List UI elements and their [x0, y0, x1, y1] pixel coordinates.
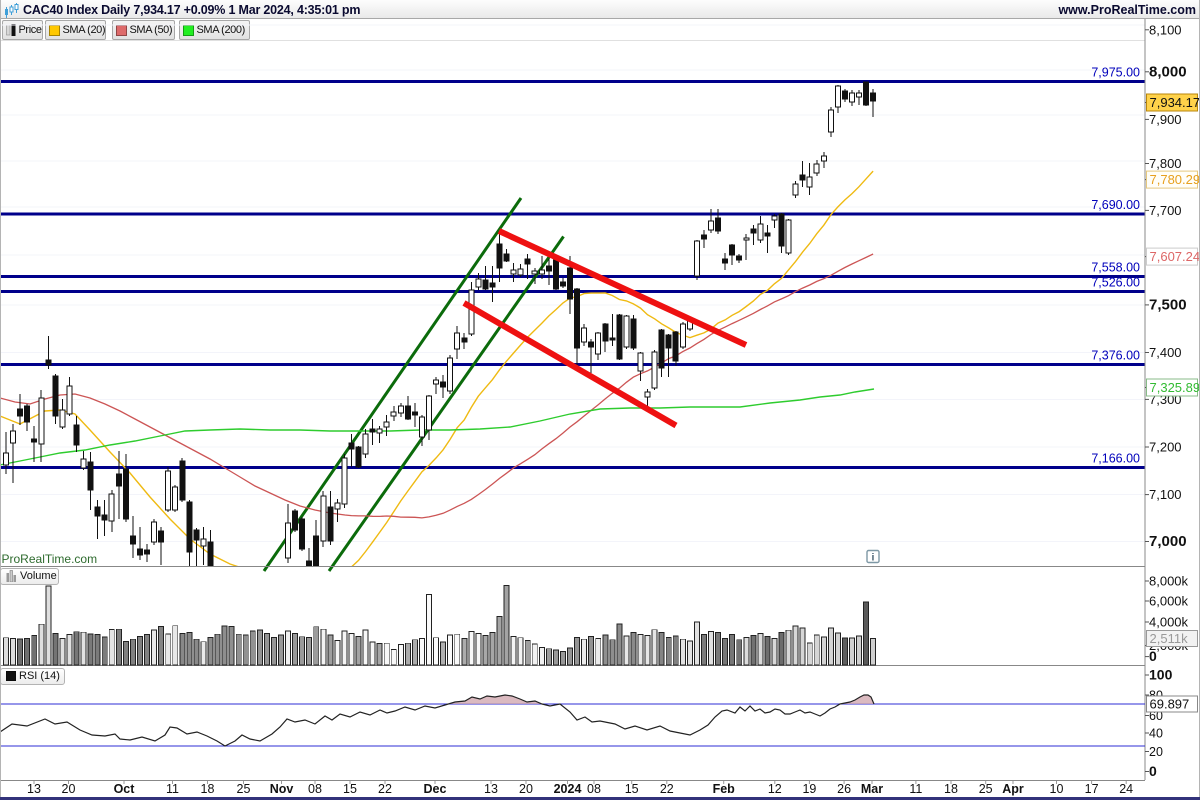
svg-text:Oct: Oct — [114, 782, 136, 796]
svg-text:Dec: Dec — [424, 782, 447, 796]
svg-text:20: 20 — [519, 782, 533, 796]
svg-text:7,000: 7,000 — [1149, 533, 1187, 550]
svg-text:Feb: Feb — [713, 782, 736, 796]
svg-text:7,975.00: 7,975.00 — [1091, 66, 1140, 80]
svg-text:7,800: 7,800 — [1149, 156, 1182, 171]
svg-text:60: 60 — [1149, 709, 1163, 723]
svg-text:7,934.17: 7,934.17 — [1150, 95, 1200, 110]
svg-text:0: 0 — [1149, 648, 1157, 664]
svg-text:40: 40 — [1149, 727, 1163, 741]
svg-text:Mar: Mar — [861, 782, 883, 796]
svg-text:25: 25 — [979, 782, 993, 796]
svg-text:i: i — [872, 552, 875, 564]
svg-text:7,400: 7,400 — [1149, 345, 1182, 360]
svg-text:19: 19 — [802, 782, 816, 796]
svg-text:15: 15 — [343, 782, 357, 796]
svg-text:80: 80 — [1149, 689, 1163, 703]
svg-text:7,558.00: 7,558.00 — [1091, 261, 1140, 275]
svg-text:7,780.29: 7,780.29 — [1150, 172, 1200, 187]
svg-text:Apr: Apr — [1002, 782, 1024, 796]
svg-text:20: 20 — [62, 782, 76, 796]
svg-text:24: 24 — [1119, 782, 1133, 796]
svg-text:4,000k: 4,000k — [1149, 615, 1189, 630]
svg-text:11: 11 — [909, 782, 922, 796]
svg-text:11: 11 — [166, 782, 179, 796]
svg-text:17: 17 — [1085, 782, 1099, 796]
svg-text:13: 13 — [27, 782, 41, 796]
svg-text:7,690.00: 7,690.00 — [1091, 198, 1140, 212]
svg-text:22: 22 — [660, 782, 674, 796]
svg-text:6,000k: 6,000k — [1149, 594, 1189, 609]
svg-text:7,900: 7,900 — [1149, 112, 1182, 127]
svg-text:7,100: 7,100 — [1149, 487, 1182, 502]
svg-text:20: 20 — [1149, 745, 1163, 759]
svg-text:08: 08 — [587, 782, 601, 796]
svg-text:22: 22 — [378, 782, 392, 796]
svg-text:8,000k: 8,000k — [1149, 574, 1189, 589]
svg-text:7,300: 7,300 — [1149, 392, 1182, 407]
svg-text:69.897: 69.897 — [1150, 697, 1190, 712]
svg-text:7,700: 7,700 — [1149, 203, 1182, 218]
svg-text:7,325.89: 7,325.89 — [1150, 380, 1200, 395]
svg-text:ProRealTime.com: ProRealTime.com — [2, 552, 98, 566]
svg-text:7,200: 7,200 — [1149, 440, 1182, 455]
svg-text:18: 18 — [201, 782, 215, 796]
svg-text:10: 10 — [1050, 782, 1064, 796]
svg-text:0: 0 — [1149, 763, 1157, 779]
svg-text:08: 08 — [308, 782, 322, 796]
svg-text:7,166.00: 7,166.00 — [1091, 452, 1140, 466]
svg-text:15: 15 — [625, 782, 639, 796]
svg-text:25: 25 — [237, 782, 251, 796]
svg-text:26: 26 — [837, 782, 851, 796]
svg-text:7,376.00: 7,376.00 — [1091, 349, 1140, 363]
svg-text:18: 18 — [944, 782, 958, 796]
svg-text:Nov: Nov — [270, 782, 294, 796]
svg-text:7,526.00: 7,526.00 — [1091, 276, 1140, 290]
svg-text:12: 12 — [768, 782, 782, 796]
svg-text:2024: 2024 — [554, 782, 582, 796]
svg-text:100: 100 — [1149, 667, 1173, 683]
svg-text:2,511k: 2,511k — [1150, 631, 1189, 646]
svg-text:2,000k: 2,000k — [1149, 638, 1189, 653]
svg-text:8,000: 8,000 — [1149, 63, 1187, 80]
svg-text:13: 13 — [484, 782, 498, 796]
svg-text:7,607.24: 7,607.24 — [1150, 249, 1200, 264]
svg-text:8,100: 8,100 — [1149, 22, 1182, 37]
svg-text:7,500: 7,500 — [1149, 296, 1187, 313]
